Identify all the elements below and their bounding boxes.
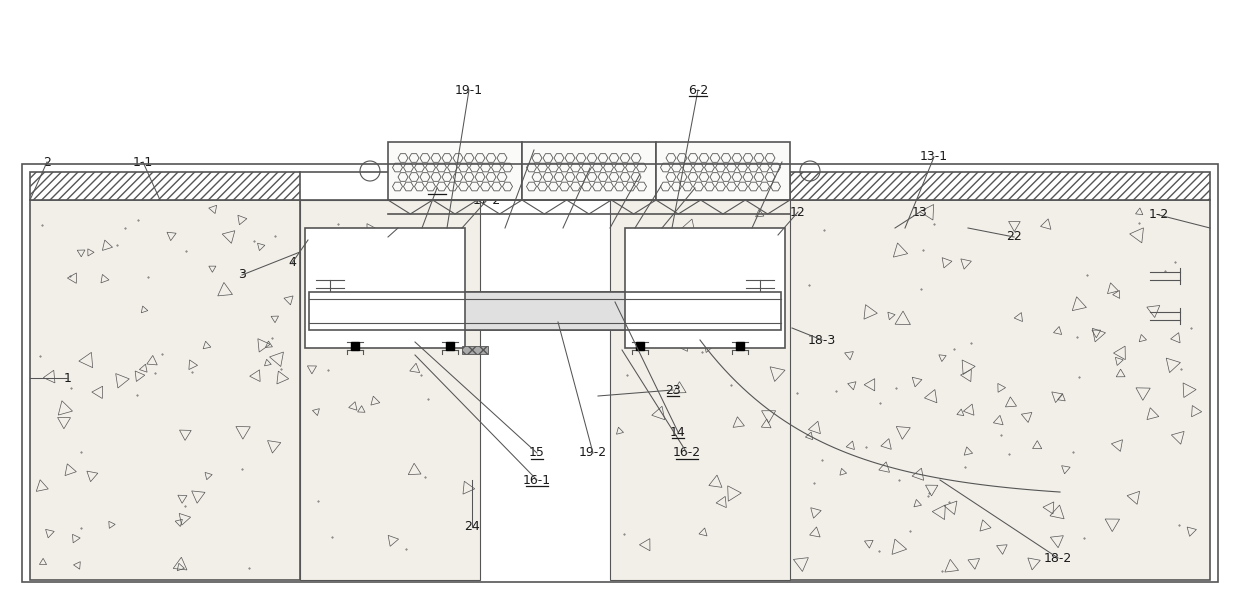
Text: 16-1: 16-1 <box>523 474 551 487</box>
Text: 14: 14 <box>670 426 686 438</box>
Text: 1-2: 1-2 <box>1149 208 1169 222</box>
Bar <box>636 342 644 350</box>
Bar <box>309 292 781 330</box>
Bar <box>610 200 790 580</box>
Text: 6-2: 6-2 <box>688 83 708 96</box>
Bar <box>737 342 744 350</box>
Text: 8: 8 <box>587 161 594 175</box>
Text: 19-1: 19-1 <box>455 83 484 96</box>
Text: 18-2: 18-2 <box>1044 552 1073 565</box>
Text: 5: 5 <box>384 230 392 244</box>
Text: 13: 13 <box>913 205 928 219</box>
Text: 15: 15 <box>529 446 544 460</box>
Bar <box>522 142 656 200</box>
Text: 18-3: 18-3 <box>808 334 836 347</box>
Text: 11: 11 <box>774 155 790 169</box>
Text: 24: 24 <box>464 521 480 533</box>
Text: 13-1: 13-1 <box>920 150 949 163</box>
Bar <box>656 142 790 200</box>
Text: 9: 9 <box>636 167 644 180</box>
Text: 1: 1 <box>64 371 72 384</box>
Text: 10: 10 <box>687 181 703 194</box>
Text: 4: 4 <box>288 256 296 270</box>
Text: 22: 22 <box>1006 230 1022 244</box>
Text: 2: 2 <box>43 155 51 169</box>
Bar <box>22 164 1218 582</box>
Text: 7: 7 <box>529 144 538 157</box>
Text: 12: 12 <box>790 205 806 219</box>
Text: 1-1: 1-1 <box>133 155 153 169</box>
Bar <box>300 200 480 580</box>
Bar <box>465 292 625 330</box>
Bar <box>446 342 454 350</box>
Text: 3: 3 <box>238 269 246 281</box>
Text: 6-1: 6-1 <box>427 181 448 194</box>
Text: 19-2: 19-2 <box>579 446 608 460</box>
Bar <box>30 200 300 580</box>
Bar <box>305 228 465 348</box>
Bar <box>790 200 1210 580</box>
Text: 17-2: 17-2 <box>472 194 501 206</box>
Text: 23: 23 <box>665 384 681 396</box>
Text: 17-1: 17-1 <box>647 180 675 192</box>
Bar <box>625 228 785 348</box>
Bar <box>790 172 1210 200</box>
Bar <box>388 142 522 200</box>
Bar <box>351 342 360 350</box>
Text: 16-2: 16-2 <box>673 446 701 460</box>
Bar <box>463 346 489 354</box>
Bar <box>30 172 300 200</box>
